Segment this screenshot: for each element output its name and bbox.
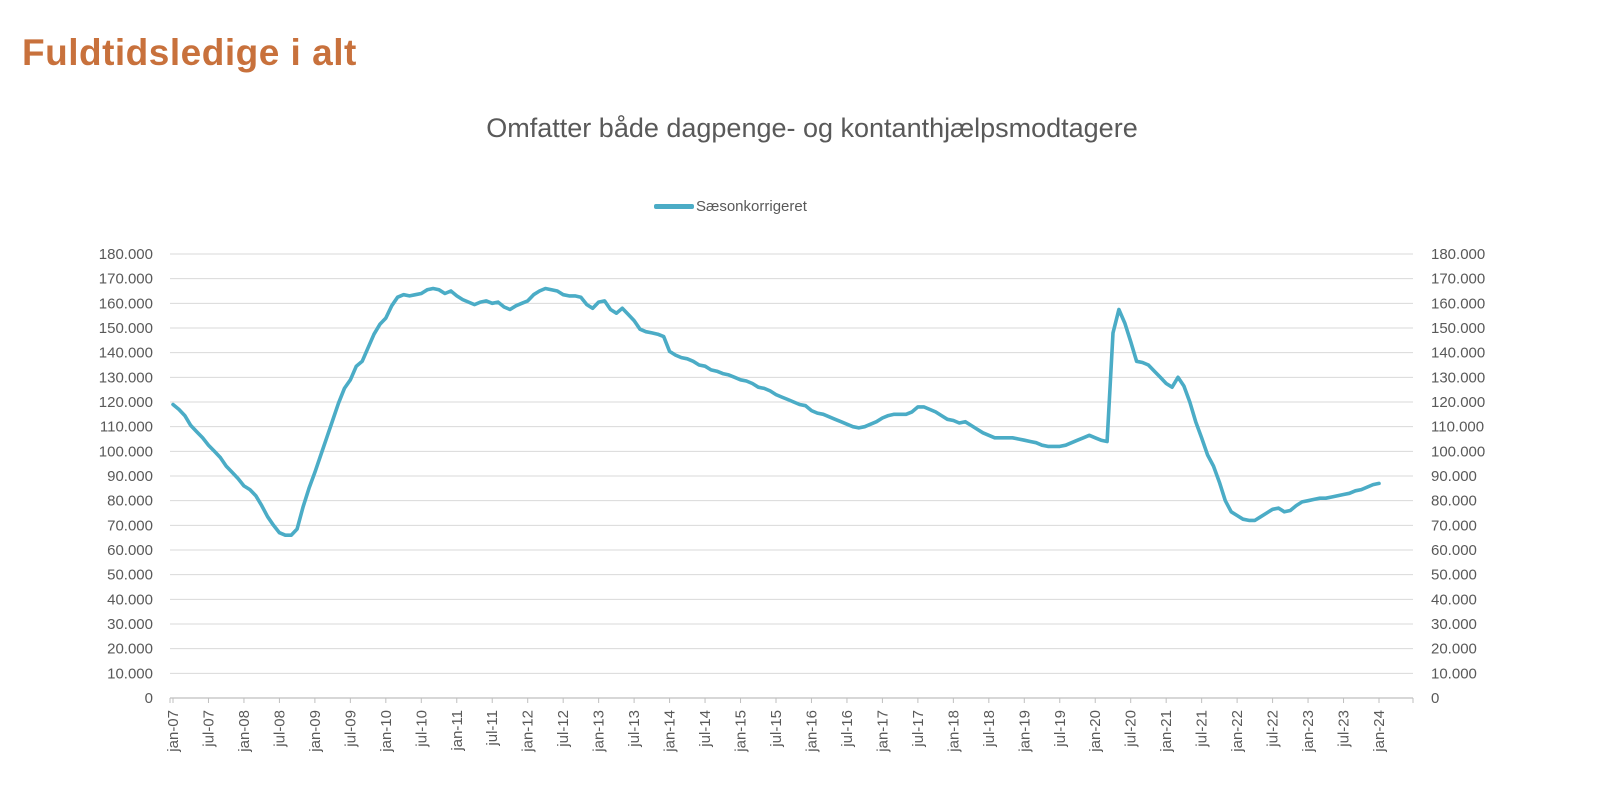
y-tick-label-left: 70.000 (107, 517, 153, 534)
y-tick-label-left: 10.000 (107, 665, 153, 682)
x-tick-label: jul-20 (1123, 710, 1140, 748)
y-tick-label-right: 40.000 (1431, 591, 1477, 608)
y-tick-label-right: 120.000 (1431, 394, 1485, 411)
x-tick-label: jul-13 (626, 710, 643, 748)
y-tick-label-left: 20.000 (107, 641, 153, 658)
x-tick-label: jan-09 (307, 710, 324, 753)
y-tick-label-right: 80.000 (1431, 493, 1477, 510)
x-tick-label: jan-11 (449, 710, 466, 752)
y-tick-label-right: 90.000 (1431, 468, 1477, 485)
x-tick-label: jul-12 (555, 710, 572, 748)
x-tick-label: jan-12 (520, 710, 537, 753)
y-tick-label-left: 80.000 (107, 493, 153, 510)
page-title: Fuldtidsledige i alt (22, 32, 357, 73)
y-tick-label-left: 170.000 (99, 271, 153, 288)
x-tick-label: jul-23 (1336, 710, 1353, 748)
x-tick-label: jul-18 (981, 710, 998, 748)
y-tick-label-right: 30.000 (1431, 616, 1477, 633)
y-tick-label-left: 40.000 (107, 591, 153, 608)
x-tick-label: jan-21 (1158, 710, 1175, 753)
y-tick-label-left: 140.000 (99, 345, 153, 362)
x-tick-label: jan-18 (945, 710, 962, 753)
x-tick-label: jan-24 (1371, 710, 1388, 753)
x-tick-label: jan-07 (165, 710, 182, 753)
y-tick-label-right: 160.000 (1431, 295, 1485, 312)
y-tick-label-right: 70.000 (1431, 517, 1477, 534)
x-tick-label: jul-11 (484, 710, 501, 747)
y-tick-label-right: 180.000 (1431, 246, 1485, 263)
y-tick-label-right: 170.000 (1431, 271, 1485, 288)
y-tick-label-right: 0 (1431, 690, 1439, 707)
x-tick-label: jan-13 (591, 710, 608, 753)
x-tick-label: jan-17 (874, 710, 891, 753)
x-tick-label: jan-23 (1300, 710, 1317, 753)
x-tick-label: jan-16 (803, 710, 820, 753)
y-tick-label-left: 160.000 (99, 295, 153, 312)
legend-label: Sæsonkorrigeret (696, 198, 807, 215)
y-tick-label-left: 0 (145, 690, 153, 707)
x-tick-label: jul-17 (910, 710, 927, 748)
y-tick-label-left: 60.000 (107, 542, 153, 559)
x-tick-label: jan-08 (236, 710, 253, 753)
x-tick-label: jul-16 (839, 710, 856, 748)
y-tick-label-right: 20.000 (1431, 641, 1477, 658)
x-tick-label: jul-09 (342, 710, 359, 748)
y-tick-label-right: 60.000 (1431, 542, 1477, 559)
y-tick-label-right: 130.000 (1431, 369, 1485, 386)
y-tick-label-left: 100.000 (99, 443, 153, 460)
y-tick-label-right: 150.000 (1431, 320, 1485, 337)
y-tick-label-left: 150.000 (99, 320, 153, 337)
x-tick-label: jan-19 (1016, 710, 1033, 753)
y-tick-label-left: 180.000 (99, 246, 153, 263)
x-tick-label: jul-07 (200, 710, 217, 748)
x-tick-label: jan-20 (1087, 710, 1104, 753)
y-tick-label-right: 50.000 (1431, 567, 1477, 584)
y-tick-label-right: 140.000 (1431, 345, 1485, 362)
y-tick-label-left: 90.000 (107, 468, 153, 485)
legend: Sæsonkorrigeret (654, 198, 807, 215)
series-line-saesonkorrigeret (171, 286, 1381, 538)
y-tick-label-left: 110.000 (100, 419, 153, 436)
chart-title: Omfatter både dagpenge- og kontanthjælps… (486, 113, 1138, 143)
legend-line-swatch (654, 204, 694, 209)
y-tick-label-right: 110.000 (1431, 419, 1484, 436)
y-tick-label-right: 10.000 (1431, 665, 1477, 682)
x-tick-label: jul-15 (768, 710, 785, 748)
y-tick-label-left: 30.000 (107, 616, 153, 633)
y-tick-label-left: 120.000 (99, 394, 153, 411)
x-tick-label: jul-19 (1052, 710, 1069, 748)
y-tick-label-left: 130.000 (99, 369, 153, 386)
x-tick-label: jul-21 (1194, 710, 1211, 748)
y-tick-label-left: 50.000 (107, 567, 153, 584)
x-tick-label: jan-10 (378, 710, 395, 753)
x-tick-label: jul-22 (1265, 710, 1282, 748)
x-tick-label: jan-14 (662, 710, 679, 753)
x-tick-label: jan-22 (1229, 710, 1246, 753)
x-tick-label: jul-14 (697, 710, 714, 748)
y-tick-label-right: 100.000 (1431, 443, 1485, 460)
x-tick-label: jul-08 (271, 710, 288, 748)
x-tick-label: jul-10 (413, 710, 430, 748)
x-tick-label: jan-15 (733, 710, 750, 753)
